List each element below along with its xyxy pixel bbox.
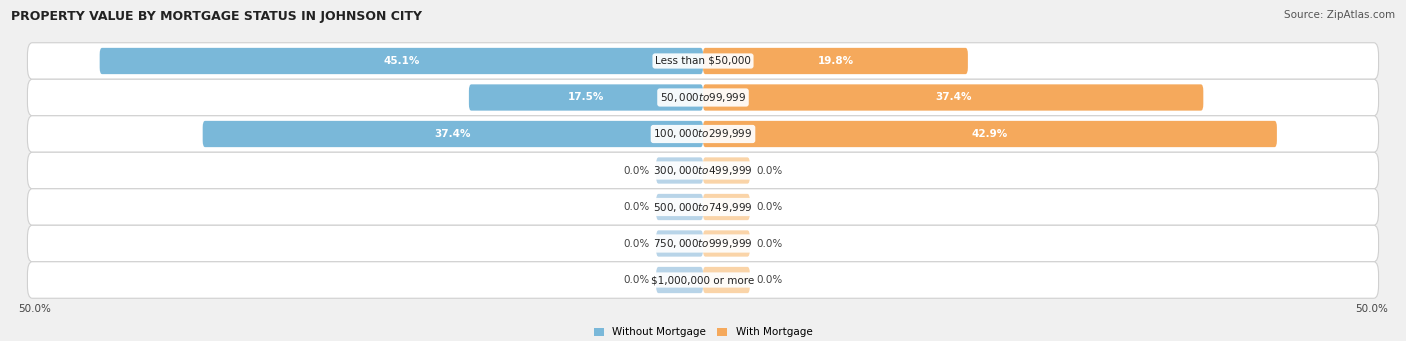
FancyBboxPatch shape bbox=[703, 231, 749, 257]
Text: $750,000 to $999,999: $750,000 to $999,999 bbox=[654, 237, 752, 250]
FancyBboxPatch shape bbox=[100, 48, 703, 74]
Text: PROPERTY VALUE BY MORTGAGE STATUS IN JOHNSON CITY: PROPERTY VALUE BY MORTGAGE STATUS IN JOH… bbox=[11, 10, 422, 23]
FancyBboxPatch shape bbox=[202, 121, 703, 147]
Text: Source: ZipAtlas.com: Source: ZipAtlas.com bbox=[1284, 10, 1395, 20]
FancyBboxPatch shape bbox=[703, 267, 749, 293]
FancyBboxPatch shape bbox=[657, 231, 703, 257]
FancyBboxPatch shape bbox=[703, 121, 1277, 147]
Text: $100,000 to $299,999: $100,000 to $299,999 bbox=[654, 128, 752, 140]
FancyBboxPatch shape bbox=[28, 262, 1378, 298]
Text: 0.0%: 0.0% bbox=[623, 275, 650, 285]
FancyBboxPatch shape bbox=[28, 43, 1378, 79]
Text: 0.0%: 0.0% bbox=[756, 165, 783, 176]
Text: 42.9%: 42.9% bbox=[972, 129, 1008, 139]
FancyBboxPatch shape bbox=[703, 157, 749, 184]
Text: 0.0%: 0.0% bbox=[623, 165, 650, 176]
Legend: Without Mortgage, With Mortgage: Without Mortgage, With Mortgage bbox=[589, 323, 817, 341]
FancyBboxPatch shape bbox=[657, 194, 703, 220]
Text: Less than $50,000: Less than $50,000 bbox=[655, 56, 751, 66]
Text: 37.4%: 37.4% bbox=[434, 129, 471, 139]
Text: 0.0%: 0.0% bbox=[756, 202, 783, 212]
Text: 0.0%: 0.0% bbox=[623, 202, 650, 212]
FancyBboxPatch shape bbox=[703, 84, 1204, 110]
FancyBboxPatch shape bbox=[28, 116, 1378, 152]
FancyBboxPatch shape bbox=[28, 225, 1378, 262]
Text: 19.8%: 19.8% bbox=[817, 56, 853, 66]
FancyBboxPatch shape bbox=[28, 189, 1378, 225]
Text: 50.0%: 50.0% bbox=[18, 304, 51, 314]
FancyBboxPatch shape bbox=[657, 267, 703, 293]
FancyBboxPatch shape bbox=[657, 157, 703, 184]
Text: 45.1%: 45.1% bbox=[384, 56, 419, 66]
Text: 0.0%: 0.0% bbox=[756, 238, 783, 249]
FancyBboxPatch shape bbox=[468, 84, 703, 110]
Text: 50.0%: 50.0% bbox=[1355, 304, 1388, 314]
Text: $500,000 to $749,999: $500,000 to $749,999 bbox=[654, 201, 752, 213]
Text: $300,000 to $499,999: $300,000 to $499,999 bbox=[654, 164, 752, 177]
FancyBboxPatch shape bbox=[703, 48, 967, 74]
Text: 17.5%: 17.5% bbox=[568, 92, 605, 103]
Text: 0.0%: 0.0% bbox=[623, 238, 650, 249]
Text: 37.4%: 37.4% bbox=[935, 92, 972, 103]
Text: 0.0%: 0.0% bbox=[756, 275, 783, 285]
Text: $50,000 to $99,999: $50,000 to $99,999 bbox=[659, 91, 747, 104]
FancyBboxPatch shape bbox=[28, 152, 1378, 189]
FancyBboxPatch shape bbox=[703, 194, 749, 220]
FancyBboxPatch shape bbox=[28, 79, 1378, 116]
Text: $1,000,000 or more: $1,000,000 or more bbox=[651, 275, 755, 285]
